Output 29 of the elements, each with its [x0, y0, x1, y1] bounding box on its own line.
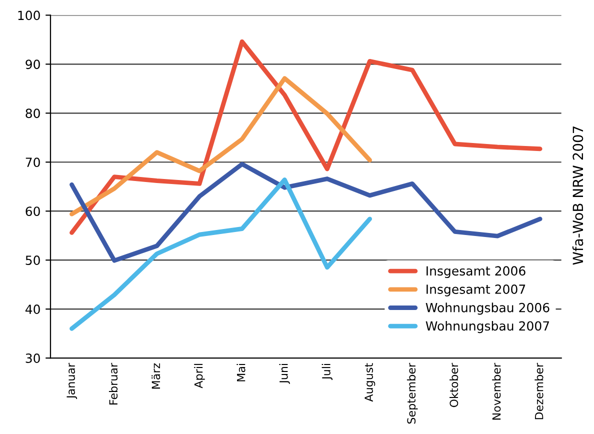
line-series	[70, 178, 372, 331]
y-tick-label: 90	[26, 60, 40, 70]
x-tick-label: September	[406, 362, 418, 424]
x-tick-label: November	[492, 362, 501, 420]
x-tick-label: Juli	[322, 364, 332, 380]
y-tick-label: 30	[26, 354, 40, 363]
x-tick-label: März	[152, 363, 160, 389]
x-tick-label: August	[364, 363, 376, 402]
y-tick-label: 70	[26, 158, 40, 168]
x-tick-label: Dezember	[534, 362, 544, 420]
y-tick-label: 60	[26, 206, 40, 216]
line-series	[70, 76, 372, 216]
legend-label: Wohnungsbau 2007	[426, 320, 550, 334]
legend-label: Wohnungsbau 2006	[426, 302, 550, 315]
x-tick-label: Juni	[279, 364, 290, 384]
x-tick-label: Oktober	[450, 362, 458, 408]
x-tick-label: Januar	[66, 362, 78, 400]
y-tick-label: 100	[18, 10, 40, 20]
legend-label: Insgesamt 2006	[426, 266, 526, 278]
line-series	[70, 39, 542, 235]
text: Wfa-WoB NRW 2007	[572, 126, 584, 265]
y-tick-label: 50	[26, 256, 40, 266]
y-tick-label: 40	[25, 304, 40, 314]
legend-label: Insgesamt 2007	[426, 284, 526, 296]
y-tick-label: 80	[26, 108, 40, 118]
x-tick-label: Mai	[236, 364, 246, 382]
x-tick-label: Februar	[108, 362, 118, 404]
line-series	[70, 162, 542, 263]
x-tick-label: April	[194, 364, 205, 388]
